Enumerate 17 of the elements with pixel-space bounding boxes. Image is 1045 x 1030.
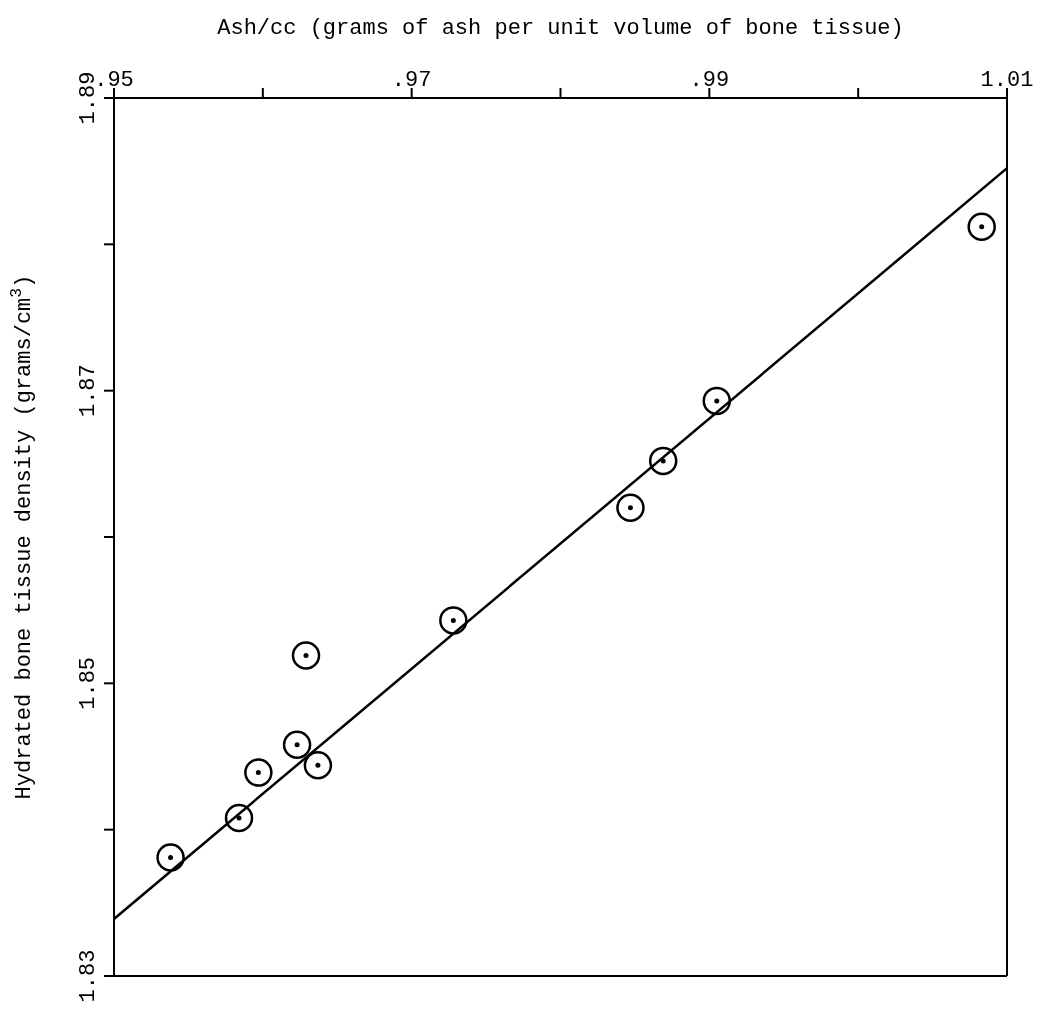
point (439, 606, 468, 635)
point (244, 758, 273, 787)
x-axis-title: Ash/cc (grams of ash per unit volume of bone tissue) (217, 15, 904, 41)
x-tick-label: .95 (94, 68, 134, 93)
point (616, 493, 645, 522)
point (291, 641, 321, 670)
point (156, 843, 185, 872)
y-tick-label: 1.85 (76, 656, 101, 710)
x-tick-label: .99 (689, 68, 730, 93)
point (282, 730, 312, 760)
x-tick-label: 1.01 (980, 68, 1034, 93)
y-tick-label: 1.87 (76, 364, 101, 418)
y-tick-label: 1.83 (76, 949, 101, 1003)
point (702, 386, 732, 416)
x-tick-label: .97 (391, 68, 432, 93)
point (967, 212, 996, 242)
point (303, 751, 333, 780)
